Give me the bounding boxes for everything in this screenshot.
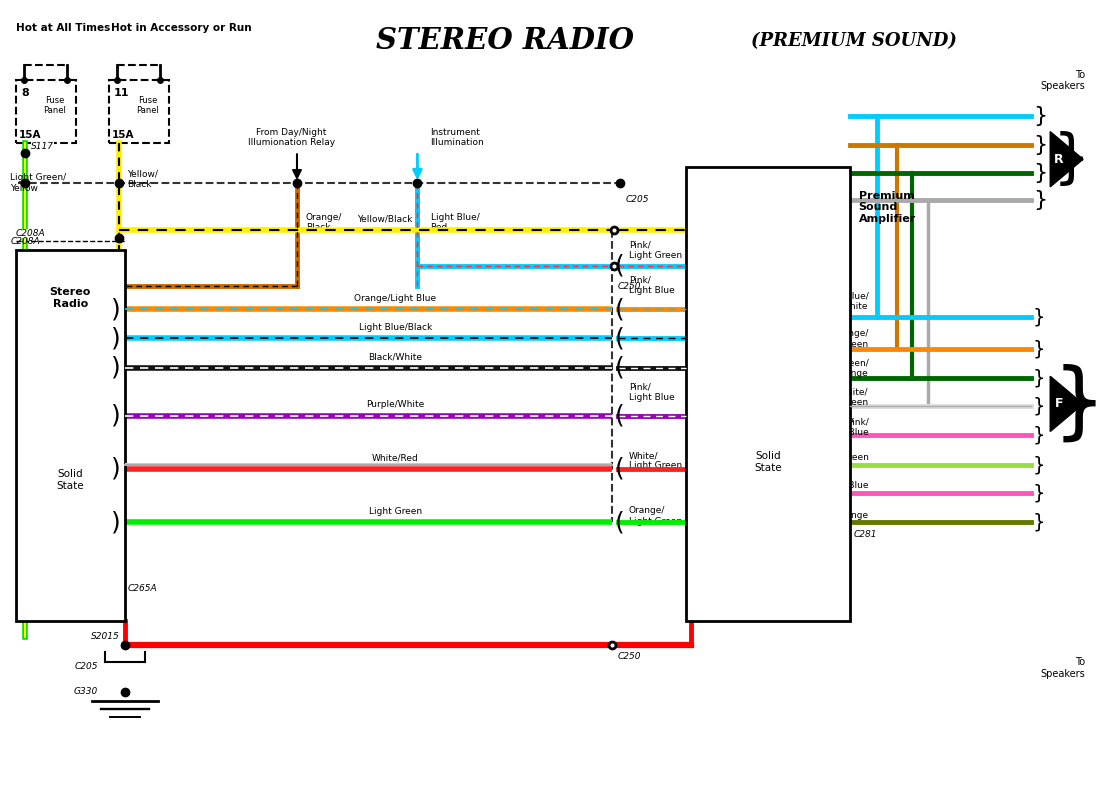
- Text: Orange/
Black: Orange/ Black: [306, 213, 343, 232]
- Text: White/Red: White/Red: [372, 453, 418, 463]
- Text: S117: S117: [31, 142, 54, 150]
- Text: Light Blue/Black: Light Blue/Black: [359, 323, 432, 332]
- Text: Light Blue/
White: Light Blue/ White: [820, 291, 868, 311]
- Polygon shape: [1050, 376, 1083, 432]
- Text: To
Speakers: To Speakers: [1040, 70, 1085, 91]
- Text: }: }: [1032, 455, 1046, 474]
- Text: (: (: [615, 356, 624, 379]
- Text: }: }: [1032, 135, 1047, 155]
- Text: 8: 8: [21, 88, 29, 98]
- Text: Solid
State: Solid State: [57, 469, 84, 491]
- Bar: [16, 80, 76, 143]
- Text: Dark Green/
Ornge: Dark Green/ Ornge: [814, 359, 868, 378]
- Text: Light Green: Light Green: [369, 507, 422, 516]
- Text: (: (: [615, 404, 624, 428]
- Text: }: }: [1032, 368, 1046, 387]
- Text: (: (: [615, 510, 624, 535]
- Text: (: (: [615, 326, 624, 350]
- Text: ): ): [110, 326, 121, 350]
- Text: To
Speakers: To Speakers: [1040, 657, 1085, 679]
- Text: Black/White: Black/White: [368, 352, 423, 361]
- Text: C250: C250: [618, 282, 642, 291]
- Text: }: }: [1032, 162, 1047, 183]
- Text: }: }: [1032, 426, 1046, 445]
- Text: ): ): [110, 356, 121, 379]
- Text: Yellow/
Black: Yellow/ Black: [127, 169, 158, 188]
- Text: (: (: [615, 253, 624, 278]
- Text: Orange/
Light Green: Orange/ Light Green: [816, 329, 868, 349]
- Text: ): ): [110, 297, 121, 322]
- Text: C205: C205: [75, 662, 98, 671]
- Text: Fuse
Panel: Fuse Panel: [136, 96, 160, 116]
- Text: Pink/Light Green: Pink/Light Green: [793, 453, 868, 462]
- Text: Hot in Accessory or Run: Hot in Accessory or Run: [110, 23, 251, 33]
- Text: Orange/
Light Green: Orange/ Light Green: [628, 506, 682, 526]
- Text: Pink/
Light Blue: Pink/ Light Blue: [822, 418, 868, 437]
- Text: }: }: [1052, 364, 1106, 444]
- Bar: [685, 167, 850, 621]
- Bar: [108, 80, 169, 143]
- Text: Solid
State: Solid State: [754, 451, 781, 473]
- Text: }: }: [1032, 339, 1046, 358]
- Text: Pink/
Light Green: Pink/ Light Green: [628, 240, 682, 260]
- Text: Fuse
Panel: Fuse Panel: [44, 96, 66, 116]
- Text: Stereo
Radio: Stereo Radio: [50, 287, 92, 309]
- Text: Yellow/Black: Yellow/Black: [357, 215, 412, 224]
- Text: S2015: S2015: [90, 632, 119, 641]
- Text: }: }: [1032, 307, 1046, 326]
- Text: Light Blue/
Red: Light Blue/ Red: [431, 213, 479, 232]
- Text: Hot at All Times: Hot at All Times: [16, 23, 109, 33]
- Text: (PREMIUM SOUND): (PREMIUM SOUND): [751, 32, 958, 50]
- Text: 11: 11: [114, 88, 129, 98]
- Text: Pink/Light Blue: Pink/Light Blue: [801, 482, 868, 490]
- Bar: [16, 250, 125, 621]
- Text: White/
Light Green: White/ Light Green: [628, 451, 682, 470]
- Text: F: F: [1055, 398, 1064, 410]
- Text: }: }: [1032, 484, 1046, 503]
- Text: Instrument
Illumination: Instrument Illumination: [431, 128, 484, 147]
- Text: C205: C205: [625, 195, 648, 204]
- Text: STEREO RADIO: STEREO RADIO: [376, 26, 634, 55]
- Text: C250: C250: [618, 653, 642, 661]
- Text: S2014: S2014: [85, 253, 113, 261]
- Text: Orange/Light Blue: Orange/Light Blue: [355, 294, 436, 303]
- Text: C208A: C208A: [16, 229, 46, 238]
- Text: C265A: C265A: [127, 584, 157, 593]
- Text: C281: C281: [853, 530, 877, 539]
- Text: }: }: [1032, 512, 1046, 531]
- Text: G330: G330: [74, 687, 98, 696]
- Text: }: }: [1032, 106, 1047, 126]
- Text: ): ): [110, 404, 121, 428]
- Text: C208A: C208A: [10, 237, 40, 246]
- Text: Dark Green/Orange: Dark Green/Orange: [780, 512, 868, 520]
- Text: }: }: [1032, 397, 1046, 416]
- Text: (: (: [615, 457, 624, 481]
- Text: Light Green/
Yellow: Light Green/ Yellow: [10, 173, 66, 192]
- Text: Pink/
Light Blue: Pink/ Light Blue: [628, 383, 674, 402]
- Text: Premium
Sound
Amplifier: Premium Sound Amplifier: [858, 191, 916, 224]
- Text: 15A: 15A: [112, 130, 134, 139]
- Text: R: R: [1055, 153, 1064, 166]
- Text: (: (: [615, 297, 624, 322]
- Text: From Day/Night
Illumionation Relay: From Day/Night Illumionation Relay: [248, 128, 335, 147]
- Polygon shape: [1050, 131, 1083, 187]
- Text: 15A: 15A: [19, 130, 41, 139]
- Text: }: }: [1052, 131, 1089, 188]
- Text: Pink/
Light Blue: Pink/ Light Blue: [628, 276, 674, 295]
- Text: White/
Light Green: White/ Light Green: [816, 388, 868, 407]
- Text: ): ): [110, 457, 121, 481]
- Text: }: }: [1032, 190, 1047, 210]
- Text: ): ): [110, 510, 121, 535]
- Text: Purple/White: Purple/White: [366, 401, 425, 409]
